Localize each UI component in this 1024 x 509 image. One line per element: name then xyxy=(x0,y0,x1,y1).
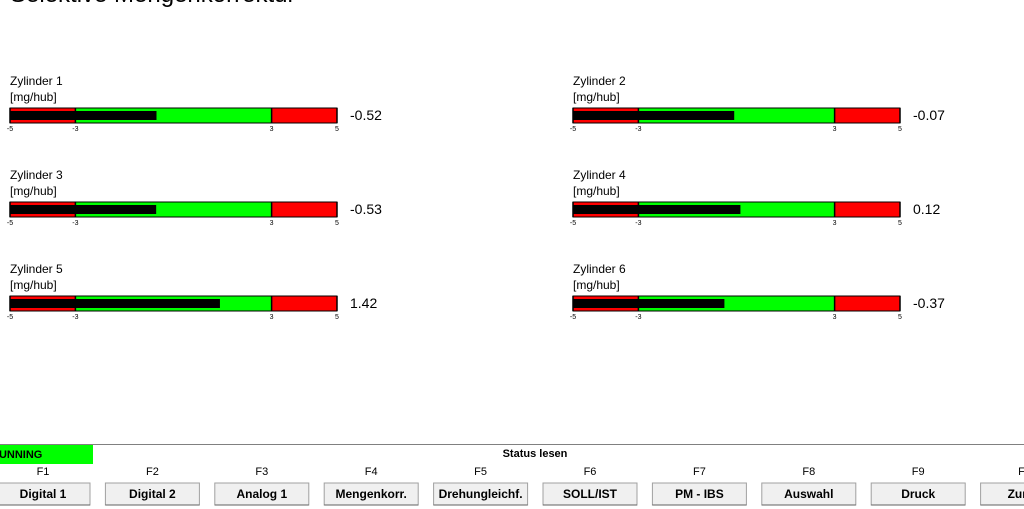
tick-label: -5 xyxy=(7,220,13,227)
gauge-label: Zylinder 1 xyxy=(10,74,63,88)
function-button[interactable]: Digital 2 xyxy=(104,482,200,506)
zone-high xyxy=(271,108,337,123)
tick-label: 3 xyxy=(270,314,274,321)
function-key: F5 xyxy=(474,466,487,478)
button-label[interactable]: PM - IBS xyxy=(675,487,724,501)
gauge-unit: [mg/hub] xyxy=(573,90,620,104)
function-button[interactable]: Mengenkorr. xyxy=(323,482,419,506)
gauge-label: Zylinder 2 xyxy=(573,74,626,88)
function-button[interactable]: Auswahl xyxy=(761,482,857,506)
button-label[interactable]: Digital 1 xyxy=(20,487,67,501)
function-button[interactable]: Analog 1 xyxy=(214,482,310,506)
function-key: F9 xyxy=(912,466,925,478)
tick-label: 5 xyxy=(335,126,339,133)
gauge-unit: [mg/hub] xyxy=(573,184,620,198)
button-label[interactable]: Analog 1 xyxy=(236,487,287,501)
gauge-value: -0.52 xyxy=(350,107,382,123)
button-label[interactable]: Druck xyxy=(901,487,935,501)
gauge-value: 1.42 xyxy=(350,295,377,311)
tick-label: 5 xyxy=(335,220,339,227)
page-title: Selektive Mengenkorrektur xyxy=(10,0,295,8)
function-key: F3 xyxy=(255,466,268,478)
function-key: F7 xyxy=(693,466,706,478)
function-button[interactable]: Drehungleichf. xyxy=(433,482,529,506)
gauge-label: Zylinder 6 xyxy=(573,262,626,276)
gauge-label: Zylinder 4 xyxy=(573,168,626,182)
tick-label: -5 xyxy=(7,314,13,321)
gauge-unit: [mg/hub] xyxy=(573,278,620,292)
tick-label: -5 xyxy=(570,220,576,227)
tick-label: -3 xyxy=(72,314,78,321)
gauge-label: Zylinder 3 xyxy=(10,168,63,182)
tick-label: 3 xyxy=(833,220,837,227)
gauge-value: -0.53 xyxy=(350,201,382,217)
function-key: F10 xyxy=(1018,466,1024,478)
gauge-value: 0.12 xyxy=(913,201,940,217)
value-bar xyxy=(573,111,735,120)
button-label[interactable]: Auswahl xyxy=(784,487,833,501)
function-button[interactable]: SOLL/IST xyxy=(542,482,638,506)
tick-label: -5 xyxy=(570,314,576,321)
function-key: F4 xyxy=(365,466,378,478)
tick-label: -5 xyxy=(570,126,576,133)
zone-high xyxy=(271,296,337,311)
tick-label: 3 xyxy=(833,126,837,133)
zone-high xyxy=(834,202,900,217)
tick-label: -3 xyxy=(72,126,78,133)
button-label[interactable]: SOLL/IST xyxy=(563,487,618,501)
tick-label: 3 xyxy=(833,314,837,321)
tick-label: -3 xyxy=(72,220,78,227)
status-state: RUNNING xyxy=(0,449,42,461)
status-action: Status lesen xyxy=(503,448,568,460)
zone-high xyxy=(834,108,900,123)
function-button[interactable]: Digital 1 xyxy=(0,482,91,506)
tick-label: -3 xyxy=(635,314,641,321)
button-face xyxy=(980,482,1024,506)
zone-high xyxy=(834,296,900,311)
function-key: F1 xyxy=(37,466,50,478)
gauge-label: Zylinder 5 xyxy=(10,262,63,276)
button-label[interactable]: Drehungleichf. xyxy=(439,487,523,501)
tick-label: 5 xyxy=(898,126,902,133)
value-bar xyxy=(573,205,741,214)
button-label[interactable]: Digital 2 xyxy=(129,487,176,501)
tick-label: 5 xyxy=(335,314,339,321)
gauge-unit: [mg/hub] xyxy=(10,278,57,292)
gauge-value: -0.37 xyxy=(913,295,945,311)
tick-label: -3 xyxy=(635,126,641,133)
tick-label: -3 xyxy=(635,220,641,227)
button-label[interactable]: Zurück xyxy=(1008,487,1024,501)
value-bar xyxy=(573,299,725,308)
gauge-unit: [mg/hub] xyxy=(10,90,57,104)
status-indicator xyxy=(0,445,93,464)
gauge-value: -0.07 xyxy=(913,107,945,123)
tick-label: 5 xyxy=(898,314,902,321)
tick-label: -5 xyxy=(7,126,13,133)
function-button[interactable]: PM - IBS xyxy=(651,482,747,506)
function-key: F8 xyxy=(802,466,815,478)
function-button[interactable]: Zurück xyxy=(980,482,1024,506)
tick-label: 3 xyxy=(270,220,274,227)
value-bar xyxy=(10,299,220,308)
function-key: F6 xyxy=(584,466,597,478)
tick-label: 5 xyxy=(898,220,902,227)
zone-high xyxy=(271,202,337,217)
function-key: F2 xyxy=(146,466,159,478)
tick-label: 3 xyxy=(270,126,274,133)
function-button[interactable]: Druck xyxy=(870,482,966,506)
value-bar xyxy=(10,111,157,120)
button-label[interactable]: Mengenkorr. xyxy=(336,487,407,501)
gauge-unit: [mg/hub] xyxy=(10,184,57,198)
value-bar xyxy=(10,205,157,214)
